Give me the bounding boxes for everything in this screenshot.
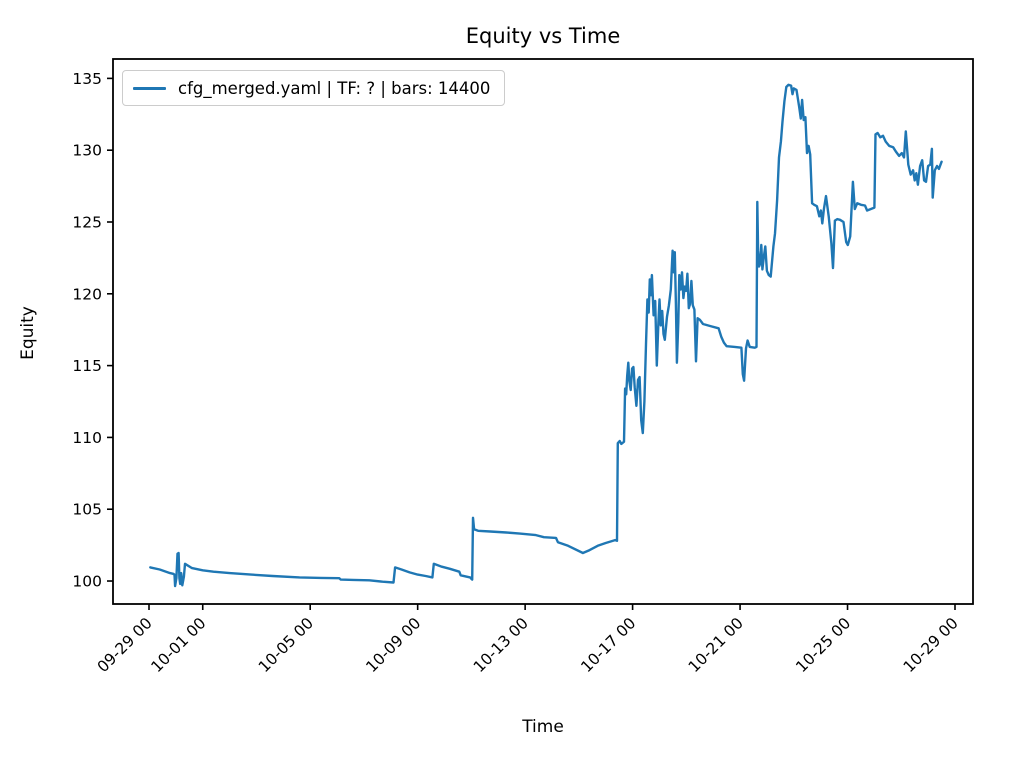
x-tick-label: 10-13 00: [470, 614, 532, 676]
chart-title: Equity vs Time: [465, 24, 621, 48]
y-tick-label: 110: [72, 429, 102, 447]
x-tick-label: 10-17 00: [577, 614, 639, 676]
y-tick-label: 135: [72, 70, 102, 88]
x-axis-label: Time: [522, 717, 564, 737]
y-tick-label: 115: [72, 357, 102, 375]
y-tick-label: 105: [72, 501, 102, 519]
y-tick-label: 125: [72, 213, 102, 231]
x-tick-label: 10-29 00: [900, 614, 962, 676]
x-tick-label: 10-05 00: [255, 614, 317, 676]
x-tick-label: 10-01 00: [148, 614, 210, 676]
legend-line-sample: [133, 86, 166, 90]
y-tick-label: 100: [72, 573, 102, 591]
legend-label: cfg_merged.yaml | TF: ? | bars: 14400: [178, 78, 491, 98]
equity-line: [149, 83, 943, 588]
legend: cfg_merged.yaml | TF: ? | bars: 14400: [122, 70, 506, 106]
y-axis-label: Equity: [18, 306, 38, 360]
x-tick-label: 10-09 00: [362, 614, 424, 676]
x-tick-label: 09-29 00: [94, 614, 156, 676]
axes-frame: [112, 58, 974, 605]
x-tick-label: 10-21 00: [685, 614, 747, 676]
x-tick-label: 10-25 00: [792, 614, 854, 676]
y-tick-label: 130: [72, 142, 102, 160]
y-tick-label: 120: [72, 285, 102, 303]
